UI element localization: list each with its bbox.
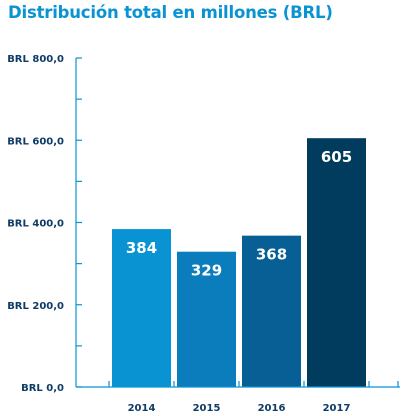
data-label: 384 <box>126 239 157 257</box>
bar-2014 <box>112 229 171 387</box>
data-label: 368 <box>256 246 287 264</box>
x-tick-label: 2017 <box>323 403 351 414</box>
y-tick-label: BRL 600,0 <box>7 136 64 147</box>
bar-2015 <box>177 251 236 387</box>
data-label: 329 <box>191 262 222 280</box>
x-tick-label: 2015 <box>193 403 221 414</box>
y-tick-label: BRL 800,0 <box>7 54 64 65</box>
y-tick-label: BRL 400,0 <box>7 219 64 230</box>
bar-2017 <box>307 138 366 387</box>
x-tick-label: 2014 <box>128 403 156 414</box>
x-tick-label: 2016 <box>258 403 286 414</box>
y-tick-label: BRL 0,0 <box>21 383 64 394</box>
data-label: 605 <box>321 148 352 166</box>
bar-2016 <box>242 235 301 387</box>
y-tick-label: BRL 200,0 <box>7 301 64 312</box>
chart-title: Distribución total en millones (BRL) <box>8 3 333 22</box>
